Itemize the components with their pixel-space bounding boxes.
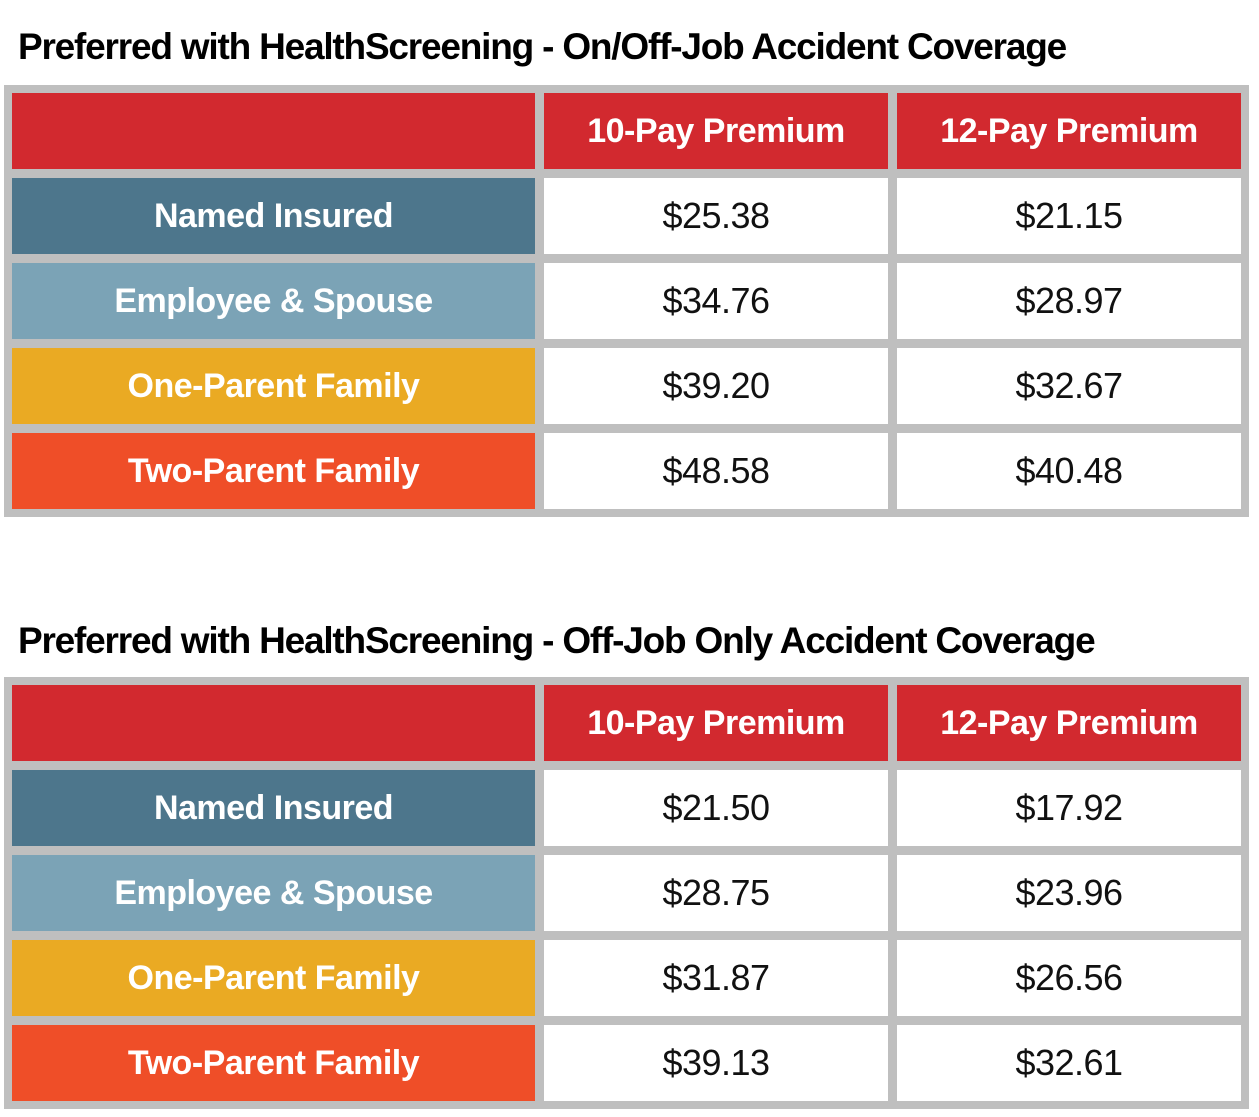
employee-spouse-10-pay-value: $28.75 bbox=[544, 855, 888, 931]
row-label-named-insured: Named Insured bbox=[12, 770, 535, 846]
two-parent-family-12-pay-value: $40.48 bbox=[897, 433, 1241, 509]
row-label-employee-spouse: Employee & Spouse bbox=[12, 263, 535, 339]
row-label-two-parent-family: Two-Parent Family bbox=[12, 1025, 535, 1101]
column-header-10-pay: 10-Pay Premium bbox=[544, 685, 888, 761]
row-label-employee-spouse: Employee & Spouse bbox=[12, 855, 535, 931]
one-parent-family-10-pay-value: $31.87 bbox=[544, 940, 888, 1016]
premium-table-on-off-job: 10-Pay Premium 12-Pay Premium Named Insu… bbox=[4, 85, 1249, 517]
premium-table-off-job-only: 10-Pay Premium 12-Pay Premium Named Insu… bbox=[4, 677, 1249, 1109]
corner-header-cell bbox=[12, 93, 535, 169]
two-parent-family-10-pay-value: $48.58 bbox=[544, 433, 888, 509]
one-parent-family-10-pay-value: $39.20 bbox=[544, 348, 888, 424]
employee-spouse-12-pay-value: $23.96 bbox=[897, 855, 1241, 931]
corner-header-cell bbox=[12, 685, 535, 761]
table-title-on-off-job: Preferred with HealthScreening - On/Off-… bbox=[18, 26, 1067, 67]
row-label-named-insured: Named Insured bbox=[12, 178, 535, 254]
one-parent-family-12-pay-value: $32.67 bbox=[897, 348, 1241, 424]
row-label-one-parent-family: One-Parent Family bbox=[12, 940, 535, 1016]
employee-spouse-12-pay-value: $28.97 bbox=[897, 263, 1241, 339]
row-label-one-parent-family: One-Parent Family bbox=[12, 348, 535, 424]
named-insured-12-pay-value: $17.92 bbox=[897, 770, 1241, 846]
named-insured-12-pay-value: $21.15 bbox=[897, 178, 1241, 254]
column-header-10-pay: 10-Pay Premium bbox=[544, 93, 888, 169]
two-parent-family-10-pay-value: $39.13 bbox=[544, 1025, 888, 1101]
table-title-off-job-only: Preferred with HealthScreening - Off-Job… bbox=[18, 620, 1096, 661]
employee-spouse-10-pay-value: $34.76 bbox=[544, 263, 888, 339]
row-label-two-parent-family: Two-Parent Family bbox=[12, 433, 535, 509]
one-parent-family-12-pay-value: $26.56 bbox=[897, 940, 1241, 1016]
named-insured-10-pay-value: $21.50 bbox=[544, 770, 888, 846]
two-parent-family-12-pay-value: $32.61 bbox=[897, 1025, 1241, 1101]
column-header-12-pay: 12-Pay Premium bbox=[897, 93, 1241, 169]
named-insured-10-pay-value: $25.38 bbox=[544, 178, 888, 254]
column-header-12-pay: 12-Pay Premium bbox=[897, 685, 1241, 761]
